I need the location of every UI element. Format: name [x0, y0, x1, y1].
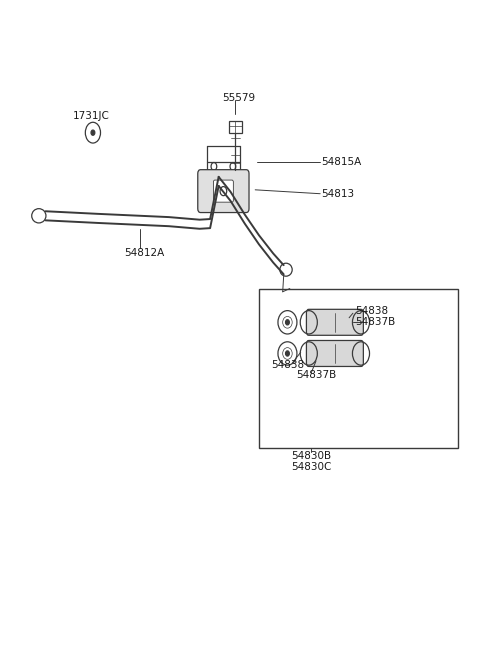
Text: 54830B: 54830B [291, 451, 331, 461]
Text: 55579: 55579 [222, 93, 255, 103]
Text: 54837B: 54837B [296, 370, 336, 380]
FancyBboxPatch shape [214, 180, 233, 202]
Circle shape [91, 130, 95, 136]
Bar [207, 162, 240, 172]
FancyBboxPatch shape [198, 170, 249, 213]
Text: 54837B: 54837B [355, 317, 395, 328]
FancyBboxPatch shape [306, 341, 363, 366]
Text: 54830C: 54830C [291, 462, 332, 472]
FancyBboxPatch shape [306, 309, 363, 335]
Circle shape [286, 320, 289, 325]
Text: 54812A: 54812A [124, 248, 164, 258]
Text: 1731JC: 1731JC [73, 111, 110, 121]
FancyBboxPatch shape [228, 121, 242, 133]
Bar [259, 289, 458, 447]
Text: 54838: 54838 [271, 360, 304, 369]
Text: 54815A: 54815A [322, 157, 362, 167]
Text: 54813: 54813 [322, 189, 355, 198]
Circle shape [286, 351, 289, 356]
Text: 54838: 54838 [355, 307, 388, 316]
